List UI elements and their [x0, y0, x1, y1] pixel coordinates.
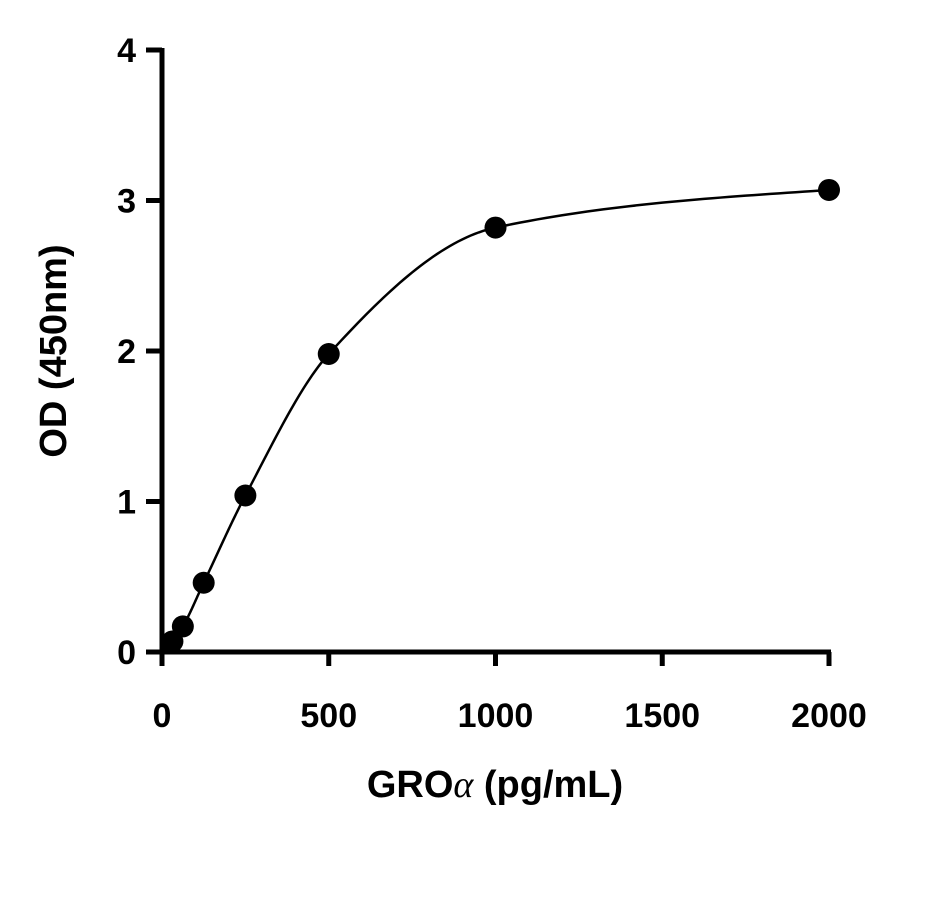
x-axis-title-suffix: (pg/mL) [473, 764, 623, 806]
x-tick-label-3: 1500 [624, 697, 700, 735]
tick-labels: 0 500 1000 1500 2000 0 1 2 3 4 [117, 32, 867, 735]
y-tick-label-3: 3 [117, 183, 136, 221]
x-axis-title-symbol: α [453, 764, 474, 806]
x-tick-label-4: 2000 [791, 697, 867, 735]
data-point-5 [484, 216, 507, 239]
x-tick-label-2: 1000 [458, 697, 534, 735]
fit-curve [161, 188, 830, 653]
x-tick-label-1: 500 [300, 697, 357, 735]
data-point-4 [317, 343, 340, 366]
data-point-2 [192, 571, 215, 594]
y-tick-label-0: 0 [117, 634, 136, 672]
y-tick-label-2: 2 [117, 333, 136, 371]
data-point-1 [171, 615, 194, 638]
axes [159, 48, 831, 655]
y-tick-label-1: 1 [117, 484, 136, 522]
data-point-3 [234, 484, 257, 507]
x-axis-title: GROα (pg/mL) [367, 764, 623, 806]
y-tick-label-4: 4 [117, 32, 136, 70]
x-axis-title-prefix: GRO [367, 764, 454, 806]
x-tick-label-0: 0 [153, 697, 172, 735]
data-points [161, 178, 840, 653]
data-point-6 [818, 178, 840, 201]
y-axis-title: OD (450nm) [33, 244, 75, 457]
ticks [146, 47, 832, 666]
